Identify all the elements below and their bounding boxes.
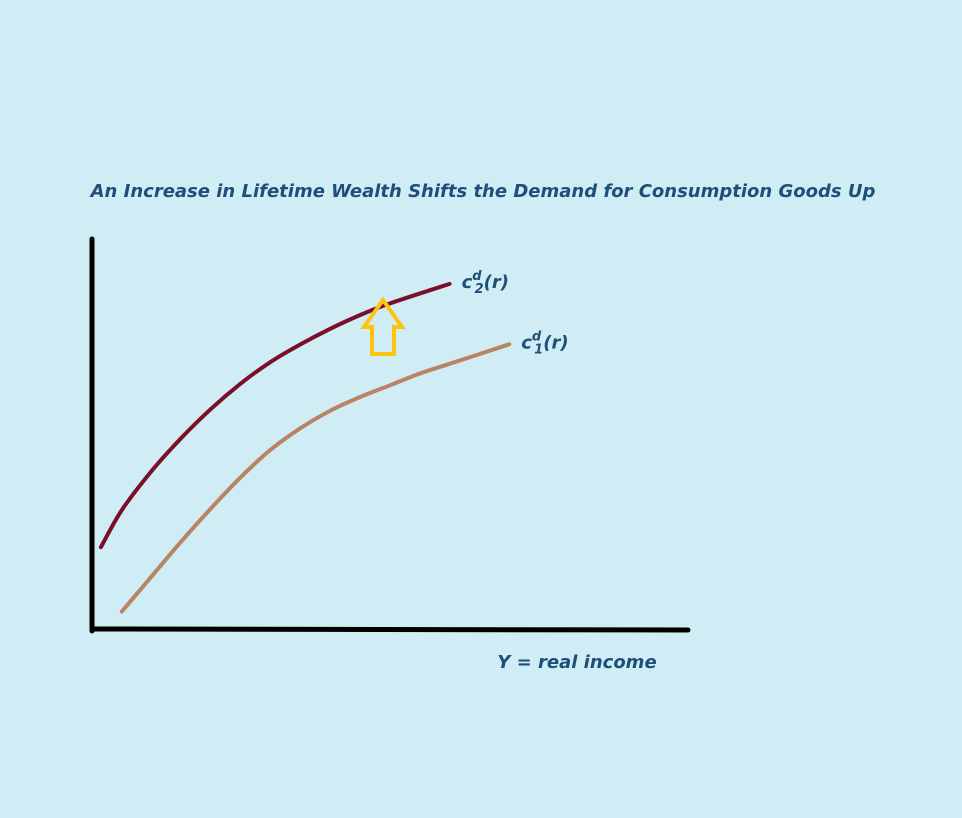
series-label-sup: d xyxy=(532,329,542,344)
series-label-main: c xyxy=(462,272,473,293)
series-label-sup: d xyxy=(472,269,482,284)
shift-up-arrow-icon xyxy=(360,296,406,356)
annotation-layer xyxy=(360,296,406,356)
series-label-tail: (r) xyxy=(484,272,509,293)
series-label-sub: 1 xyxy=(534,342,543,357)
series-label-2: cd 1(r) xyxy=(521,329,568,357)
series-label-main: c xyxy=(521,332,532,353)
series-line-2 xyxy=(119,342,512,614)
x-axis-line xyxy=(89,626,691,633)
x-axis-label: Y = real income xyxy=(497,652,656,673)
series-label-sub: 2 xyxy=(475,282,484,297)
series-label-tail: (r) xyxy=(543,332,568,353)
series-label-1: cd 2(r) xyxy=(462,269,509,297)
chart-title: An Increase in Lifetime Wealth Shifts th… xyxy=(89,181,876,202)
series-layer: cd 2(r)cd 1(r) xyxy=(98,269,569,614)
series-line-1 xyxy=(98,281,452,550)
